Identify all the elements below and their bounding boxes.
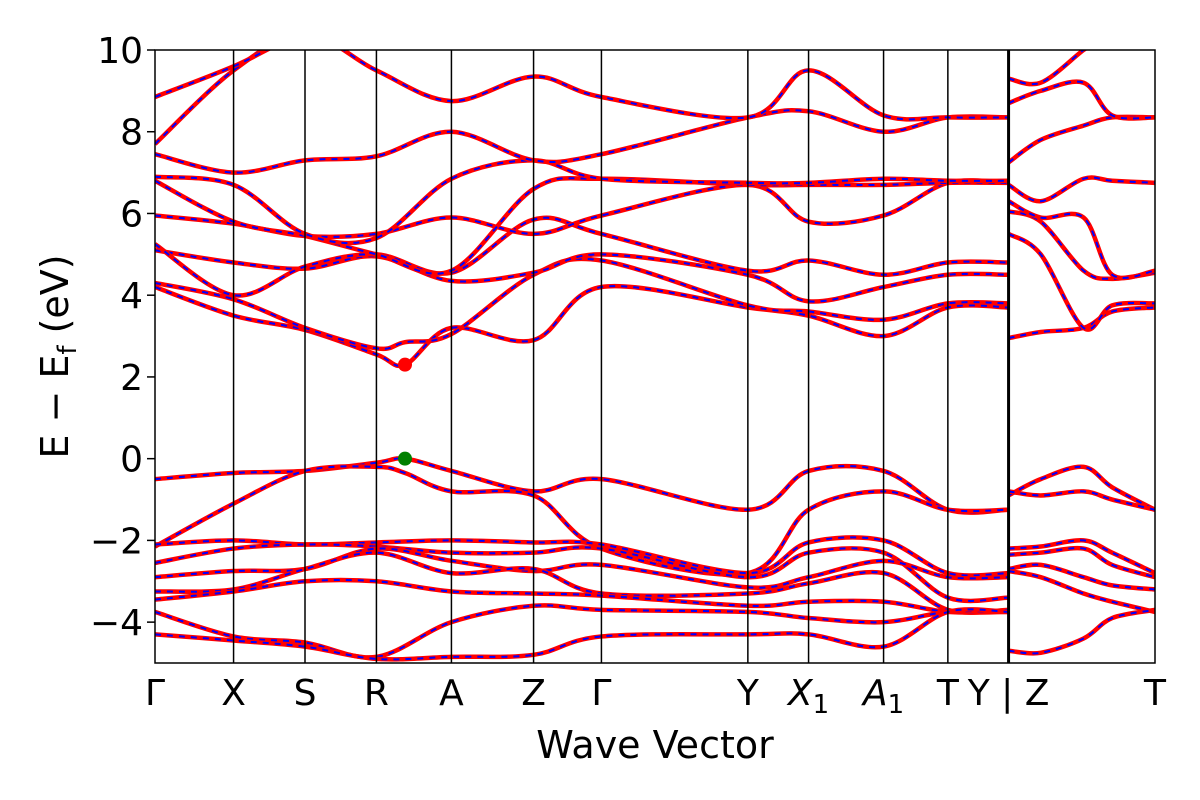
band-line-spin-b — [155, 604, 1009, 659]
y-tick-label: 0 — [120, 440, 143, 481]
band-line-spin-b — [155, 50, 269, 98]
band-line-spin-b — [1008, 176, 1155, 203]
band-line-spin-b — [155, 285, 1009, 367]
band-line-spin-a — [1008, 538, 1155, 576]
y-tick-label: −2 — [90, 521, 143, 562]
band-line-spin-b — [1008, 547, 1155, 579]
band-line-spin-b — [1007, 115, 1155, 164]
band-line-spin-b — [155, 608, 1009, 661]
kpath-lines-group — [232, 50, 1011, 663]
kpath-label: T — [936, 673, 960, 714]
y-tick-label: 2 — [120, 358, 143, 399]
cbm-marker — [398, 357, 412, 372]
y-ticks-group: −4 −2 0 2 4 6 8 10 — [90, 31, 155, 644]
kpath-label: A — [439, 673, 464, 714]
y-tick-label: −4 — [90, 603, 143, 644]
vbm-marker — [398, 451, 412, 466]
band-line-spin-b — [155, 179, 1009, 238]
y-tick-label: 4 — [120, 276, 143, 317]
band-line-spin-a — [155, 456, 1009, 515]
y-tick-label: 8 — [120, 113, 143, 154]
kpath-label: X — [221, 673, 246, 714]
band-line-spin-b — [155, 579, 1009, 614]
band-line-spin-a — [1007, 79, 1155, 121]
band-line-spin-b — [1008, 50, 1086, 86]
band-line-spin-b — [155, 457, 1009, 514]
band-line-spin-a — [1007, 114, 1155, 165]
y-axis-label-main: E − E — [33, 355, 77, 459]
x-axis-label: Wave Vector — [536, 723, 774, 767]
kpath-label: S — [294, 673, 317, 714]
kpath-label: X1 — [786, 673, 829, 720]
band-line-spin-a — [1008, 305, 1155, 341]
band-line-spin-a — [155, 607, 1009, 662]
y-tick-label: 6 — [120, 194, 143, 235]
plot-frame — [154, 49, 1156, 664]
band-line-spin-b — [1008, 210, 1155, 280]
band-line-spin-b — [1008, 563, 1155, 591]
band-line-spin-a — [1008, 50, 1088, 87]
band-line-spin-b — [1008, 608, 1155, 655]
band-line-spin-b — [1008, 80, 1155, 120]
band-line-spin-a — [1008, 607, 1155, 656]
kpath-label: R — [364, 673, 389, 714]
y-tick-label: 10 — [97, 31, 143, 72]
y-axis-label: E − Ef (eV) — [33, 254, 83, 458]
band-line-spin-b — [155, 109, 1009, 174]
band-line-spin-b — [155, 465, 1009, 576]
band-line-spin-a — [1007, 231, 1155, 332]
kpath-label: Y — [736, 673, 760, 714]
band-line-spin-a — [155, 107, 1009, 175]
band-line-spin-b — [1008, 233, 1155, 331]
y-axis-label-subscript: f — [53, 345, 83, 355]
band-line-spin-b — [1008, 570, 1155, 613]
kpath-label: T — [1143, 673, 1167, 714]
band-line-spin-a — [155, 50, 272, 100]
band-line-spin-b — [1008, 490, 1155, 511]
kpath-label: Γ — [591, 673, 611, 714]
band-line-spin-a — [1007, 464, 1155, 512]
y-axis-label-unit: (eV) — [33, 254, 77, 333]
band-line-spin-b — [1008, 200, 1155, 279]
kpath-label: A1 — [861, 673, 904, 720]
band-line-spin-b — [155, 543, 1009, 602]
band-line-spin-b — [1008, 539, 1155, 574]
band-line-spin-a — [155, 603, 1009, 660]
kpath-label: Z — [521, 673, 546, 714]
kpath-label: Y | Z — [967, 673, 1050, 714]
extrema-markers-group — [398, 357, 412, 466]
band-line-spin-a — [155, 464, 1009, 577]
kpath-label: Γ — [145, 673, 165, 714]
